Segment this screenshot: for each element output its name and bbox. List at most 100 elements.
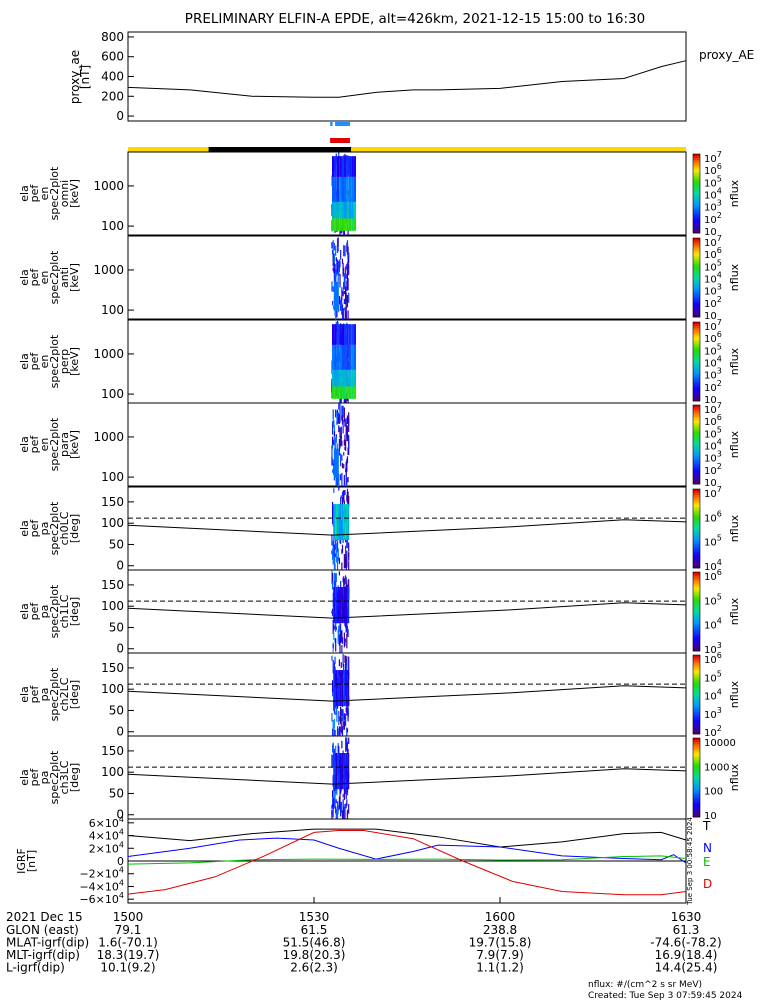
colorbar-cell <box>693 444 700 447</box>
colorbar-tick-label: 106 <box>704 413 722 428</box>
flux-core <box>348 324 352 345</box>
flux-streak <box>334 438 336 452</box>
colorbar-cell <box>693 692 700 695</box>
colorbar-cell <box>693 189 700 192</box>
colorbar-cell <box>693 205 700 208</box>
colorbar-tick-label: 10 <box>704 395 717 406</box>
colorbar-cell <box>693 416 700 420</box>
colorbar-cell <box>693 538 700 541</box>
colorbar-cell <box>693 528 700 531</box>
colorbar-cell <box>693 480 700 483</box>
flux-streak <box>334 625 336 630</box>
flux-streak <box>347 277 349 291</box>
colorbar-cell <box>693 757 700 761</box>
flux-streak <box>345 274 347 279</box>
flux-streak <box>333 253 336 268</box>
flux-streak <box>340 634 342 643</box>
flux-streak <box>345 296 347 309</box>
colorbar-cell <box>693 161 700 165</box>
flux-streak <box>341 462 344 469</box>
colorbar-cell <box>693 219 700 222</box>
colorbar-cell <box>693 253 700 257</box>
flux-streak <box>341 304 343 315</box>
colorbar-cell <box>693 554 700 557</box>
flux-streak <box>342 802 344 817</box>
orbit-bars <box>128 122 686 152</box>
ylabel-line: para <box>58 432 71 457</box>
colorbar-cell <box>693 732 700 735</box>
colorbar-cell <box>693 809 700 812</box>
flux-core <box>331 344 335 370</box>
flux-core <box>343 670 346 707</box>
colorbar-cell <box>693 430 700 434</box>
flux-streak <box>341 414 344 425</box>
colorbar-cell <box>693 506 700 510</box>
flux-core <box>346 365 349 387</box>
flux-streak <box>336 540 339 553</box>
colorbar-cell <box>693 664 700 668</box>
flux-core <box>346 210 349 231</box>
flux-streak <box>337 265 339 270</box>
ephemeris-row-label: GLON (east) <box>6 923 79 937</box>
colorbar-tick-label: 107 <box>704 318 722 333</box>
colorbar-cell <box>693 781 700 784</box>
flux-streak <box>336 414 338 421</box>
flux-streak <box>343 474 345 489</box>
flux-streak <box>344 716 346 721</box>
colorbar-cell <box>693 494 700 498</box>
flux-streak <box>343 721 345 730</box>
colorbar-cell <box>693 349 700 353</box>
flux-streak <box>348 553 350 561</box>
colorbar-cell <box>693 492 700 496</box>
ae-ytick-label: 400 <box>101 70 124 84</box>
colorbar-cell <box>693 585 700 589</box>
colorbar-cell <box>693 275 700 278</box>
colorbar-cell <box>693 643 700 646</box>
colorbar-cell <box>693 514 700 518</box>
colorbar-cell <box>693 773 700 776</box>
flux-core <box>343 587 346 624</box>
flux-streak <box>332 775 334 787</box>
colorbar-cell <box>693 662 700 666</box>
flux-core <box>333 448 339 478</box>
colorbar-label: nflux <box>728 597 741 625</box>
ephemeris-value: 19.8(20.3) <box>283 948 346 962</box>
flux-streak <box>336 309 338 318</box>
colorbar-cell <box>693 187 700 190</box>
colorbar-cell <box>693 225 700 228</box>
colorbar-cell <box>693 217 700 220</box>
colorbar-cell <box>693 577 700 581</box>
flux-streak <box>337 412 339 424</box>
flux-streak <box>336 260 339 273</box>
colorbar-tick-label: 105 <box>704 534 722 549</box>
spec-perp-panel: 1000100elapefenspec2plotperp[keV]1071061… <box>18 318 741 410</box>
flux-core <box>331 176 335 202</box>
x-tick-label: 1530 <box>299 910 330 924</box>
colorbar-cell <box>693 815 700 818</box>
units-note: nflux: #/(cm^2 s sr MeV) <box>588 980 702 990</box>
flux-streak <box>345 461 347 476</box>
flux-streak <box>342 405 344 418</box>
panel-frame <box>127 735 687 820</box>
colorbar-cell <box>693 231 700 234</box>
flux-core <box>334 378 337 399</box>
flux-streak <box>341 454 343 461</box>
colorbar-cell <box>693 357 700 360</box>
colorbar-cell <box>693 710 700 713</box>
colorbar-tick-label: 10 <box>704 811 717 822</box>
flux-core <box>348 365 352 387</box>
flux-streak <box>334 784 336 796</box>
flux-streak <box>336 802 339 810</box>
panel-ytick-label: 0 <box>116 725 124 739</box>
flux-streak <box>344 803 346 819</box>
flux-streak <box>346 580 348 589</box>
flux-streak <box>348 561 350 574</box>
flux-streak <box>336 269 338 275</box>
ephemeris-value: 61.5 <box>301 923 328 937</box>
colorbar-frame <box>692 237 701 318</box>
flux-streak <box>333 728 335 741</box>
colorbar-tick-label: 103 <box>704 706 722 721</box>
flux-streak <box>331 175 333 187</box>
panel-ytick-label: 1000 <box>93 179 124 193</box>
colorbar-cell <box>693 658 700 662</box>
